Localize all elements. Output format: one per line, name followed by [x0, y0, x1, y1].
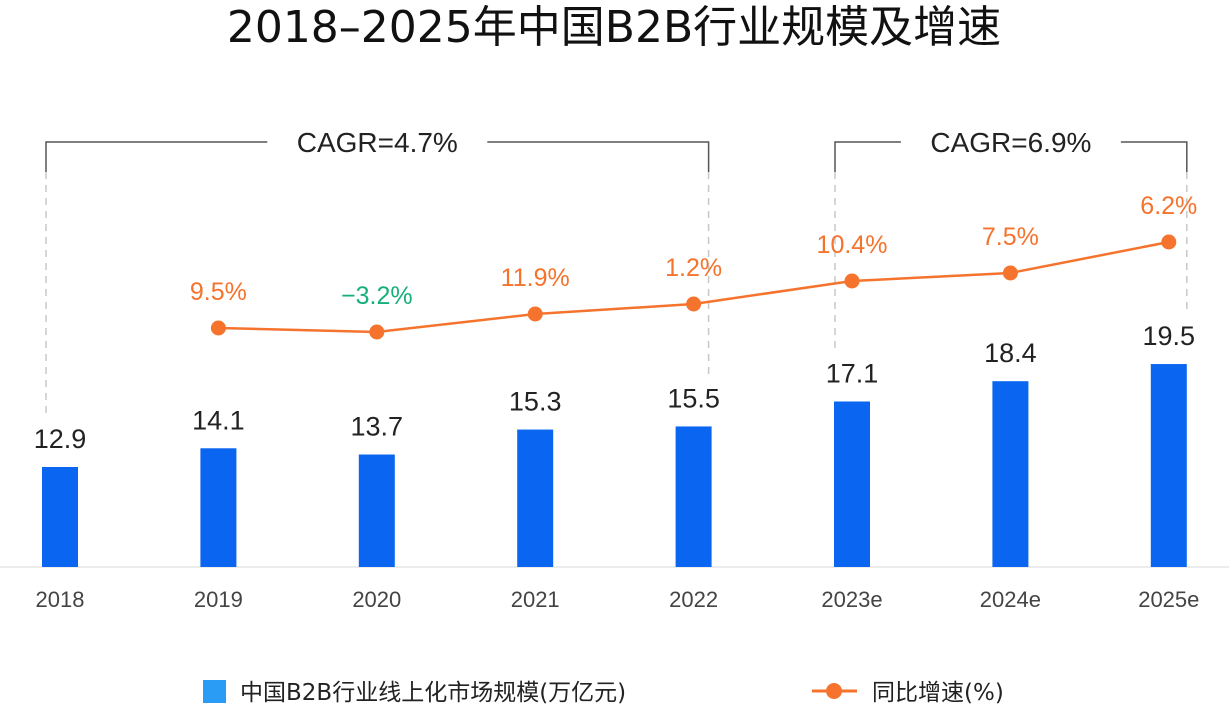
growth-point-2021: [527, 306, 543, 322]
bar-value-label: 13.7: [351, 412, 404, 442]
bar-value-label: 19.5: [1143, 321, 1196, 351]
bracket-left-arm: [834, 141, 901, 172]
legend: 中国B2B行业线上化市场规模(万亿元) 同比增速(%): [203, 680, 1004, 705]
x-tick-label: 2024e: [980, 587, 1041, 612]
legend-bar-swatch: [203, 680, 226, 703]
bar-2024e: [992, 381, 1029, 567]
bracket-right-arm: [1120, 141, 1188, 172]
legend-line-marker: [826, 683, 842, 699]
cagr-bracket: CAGR=4.7%: [45, 127, 710, 415]
bar-2025e: [1150, 364, 1187, 567]
bar-2021: [517, 429, 554, 567]
bar-value-label: 18.4: [984, 338, 1037, 368]
x-axis: 2018 2019 2020 2021 2022 2023e 2024e 2025e: [0, 566, 1229, 612]
growth-point-2024e: [1002, 265, 1018, 281]
growth-value-label: 11.9%: [501, 264, 570, 292]
cagr-bracket: CAGR=6.9%: [834, 127, 1188, 350]
bar-2018: [42, 467, 78, 567]
bracket-right-arm: [487, 141, 710, 172]
growth-point-2019: [210, 320, 226, 336]
bar-value-label: 15.5: [667, 383, 720, 413]
bar-value-label: 12.9: [34, 424, 87, 454]
growth-value-label: 6.2%: [1140, 192, 1197, 220]
bar-2023e: [834, 401, 870, 567]
chart-title: 2018–2025年中国B2B行业规模及增速: [227, 2, 1001, 53]
x-tick-label: 2021: [511, 587, 560, 612]
growth-point-2023e: [844, 273, 860, 289]
bar-2019: [200, 448, 237, 567]
legend-bar-label: 中国B2B行业线上化市场规模(万亿元): [240, 680, 626, 705]
cagr-brackets: CAGR=4.7% CAGR=6.9%: [45, 127, 1188, 415]
x-tick-label: 2025e: [1138, 587, 1199, 612]
legend-line-label: 同比增速(%): [872, 680, 1004, 705]
cagr-label: CAGR=6.9%: [930, 127, 1091, 158]
growth-point-2022: [686, 296, 702, 312]
growth-point-2020: [369, 324, 385, 340]
growth-line-series: 9.5% −3.2% 11.9% 1.2% 10.4% 7.5% 6.2%: [190, 192, 1197, 340]
growth-point-2025e: [1161, 234, 1177, 250]
bar-series: 12.9 14.1 13.7 15.3 15.5 17.1 18.4 19.5: [34, 321, 1195, 567]
growth-value-label: 1.2%: [665, 254, 722, 282]
x-tick-label: 2022: [669, 587, 718, 612]
bar-value-label: 14.1: [192, 405, 245, 435]
cagr-label: CAGR=4.7%: [297, 127, 458, 158]
x-tick-label: 2020: [352, 587, 401, 612]
growth-value-label: 7.5%: [982, 223, 1039, 251]
bar-2020: [358, 454, 395, 567]
x-tick-label: 2019: [194, 587, 243, 612]
bar-value-label: 17.1: [826, 358, 879, 388]
bar-2022: [675, 426, 712, 567]
bracket-left-arm: [45, 141, 268, 172]
x-tick-label: 2018: [36, 587, 85, 612]
bar-value-label: 15.3: [509, 387, 562, 417]
growth-value-label: −3.2%: [341, 282, 413, 310]
x-tick-label: 2023e: [821, 587, 882, 612]
growth-value-label: 10.4%: [817, 231, 888, 259]
growth-value-label: 9.5%: [190, 278, 247, 306]
